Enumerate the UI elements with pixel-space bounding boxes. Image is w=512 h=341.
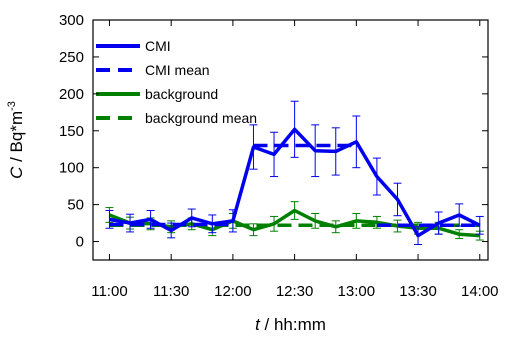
legend-label: background	[145, 86, 218, 102]
x-tick-label: 12:00	[214, 283, 252, 300]
x-tick-label: 14:00	[461, 283, 499, 300]
y-tick-label: 300	[59, 12, 84, 29]
y-tick-label: 250	[59, 49, 84, 66]
y-tick-label: 0	[76, 234, 84, 251]
x-axis-unit: / hh:mm	[260, 315, 326, 334]
x-tick-label: 13:00	[338, 283, 376, 300]
y-tick-label: 150	[59, 123, 84, 140]
x-tick-label: 11:30	[153, 283, 189, 300]
y-tick-label: 100	[59, 160, 84, 177]
y-axis-variable: C	[7, 166, 26, 179]
legend: CMI CMI mean background background mean	[96, 38, 257, 126]
y-tick-label: 200	[59, 86, 84, 103]
y-tick-label: 50	[67, 197, 84, 214]
legend-label: background mean	[145, 110, 257, 126]
y-axis-title: C / Bq*m-3	[6, 101, 26, 179]
x-tick-label: 13:30	[399, 283, 437, 300]
y-axis-exponent: -3	[6, 101, 18, 111]
series-background	[105, 202, 483, 240]
legend-label: CMI mean	[145, 62, 210, 78]
x-axis-title: t / hh:mm	[255, 315, 326, 334]
legend-label: CMI	[145, 38, 171, 54]
x-tick-label: 12:30	[276, 283, 314, 300]
y-axis-unit: / Bq*m	[7, 111, 26, 167]
axis-ticks: 0 50 100 150 200 250 300 11:00 11:30 12:00 12:30 13…	[59, 12, 499, 300]
x-tick-label: 11:00	[91, 283, 127, 300]
